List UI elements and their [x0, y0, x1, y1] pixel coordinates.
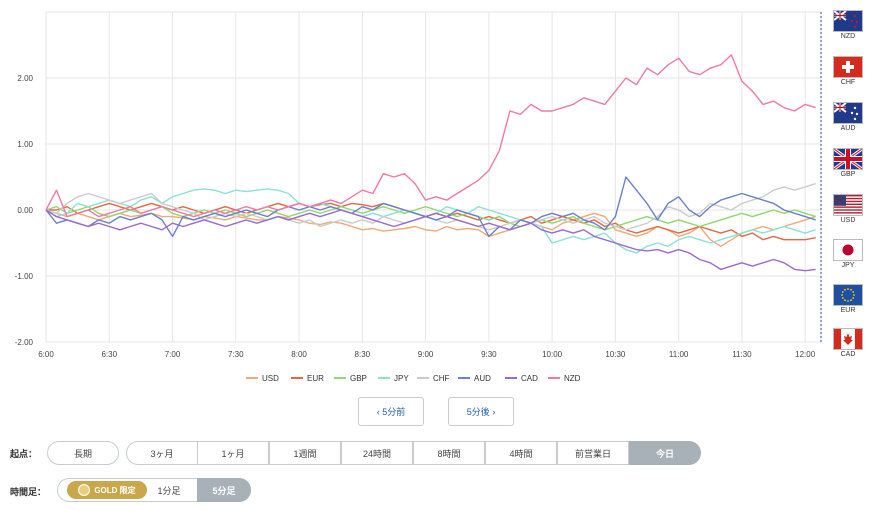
gold-limited-text: GOLD 限定: [94, 485, 136, 495]
x-tick-label: 9:00: [418, 350, 434, 359]
legend-item-nzd: NZD: [548, 374, 581, 383]
flag-code-label: JPY: [841, 262, 855, 269]
gold-coin-icon: [78, 484, 91, 496]
start-option-button[interactable]: 前営業日: [557, 441, 629, 465]
x-tick-label: 12:00: [795, 350, 816, 359]
nz-flag-icon: [828, 10, 868, 32]
flag-code-label: GBP: [840, 171, 856, 178]
x-tick-label: 7:30: [228, 350, 244, 359]
start-option-button[interactable]: 8時間: [413, 441, 485, 465]
legend-item-aud: AUD: [458, 374, 491, 383]
flag-gbp[interactable]: GBP: [828, 148, 868, 178]
timeframe-label: 時間足：: [10, 487, 47, 497]
start-option-button[interactable]: 1週間: [269, 441, 341, 465]
x-axis-labels: 6:00 6:30 7:00 7:30 8:00 8:30 9:00 9:30 10:00 10:…: [38, 350, 816, 359]
x-tick-label: 6:30: [101, 350, 117, 359]
gold-limited-badge: GOLD 限定: [67, 481, 147, 499]
legend-label: CHF: [433, 374, 450, 383]
legend-item-jpy: JPY: [378, 374, 409, 383]
us-flag-icon: [828, 194, 868, 216]
x-tick-label: 6:00: [38, 350, 54, 359]
series-line-gbp: [45, 205, 816, 231]
legend-label: JPY: [394, 374, 409, 383]
prev-5min-button[interactable]: ‹ 5分前: [358, 397, 424, 426]
timeframe-option-button[interactable]: 5分足: [197, 478, 251, 502]
flag-code-label: CHF: [840, 79, 856, 86]
x-tick-label: 11:00: [669, 350, 689, 359]
flag-code-label: CAD: [840, 351, 856, 358]
start-option-button[interactable]: 1ヶ月: [197, 441, 269, 465]
x-tick-label: 10:30: [605, 350, 626, 359]
series-lines: [45, 54, 816, 272]
flag-code-label: AUD: [840, 125, 856, 132]
jp-flag-icon: [828, 239, 868, 261]
series-line-nzd: [45, 54, 816, 218]
y-axis-labels: 2.00 1.00 0.00 -1.00 -2.00: [15, 74, 34, 347]
start-point-label: 起点：: [10, 449, 38, 459]
x-tick-label: 7:00: [165, 350, 181, 359]
start-option-button[interactable]: 4時間: [485, 441, 557, 465]
plot-frame: [45, 11, 822, 343]
ch-flag-icon: [828, 56, 868, 78]
chart-legend: USD EUR GBP JPY CHF AUD CAD NZD: [246, 374, 581, 383]
flag-code-label: USD: [840, 217, 856, 224]
flag-nzd[interactable]: NZD: [828, 10, 868, 40]
flag-cad[interactable]: CAD: [828, 328, 868, 358]
uk-flag-icon: [828, 148, 868, 170]
eu-flag-icon: [828, 284, 868, 306]
series-line-cad: [45, 209, 816, 272]
legend-label: AUD: [474, 374, 491, 383]
legend-item-cad: CAD: [505, 374, 538, 383]
y-tick-label: -1.00: [15, 272, 34, 281]
x-tick-label: 10:00: [542, 350, 563, 359]
legend-label: USD: [262, 374, 279, 383]
au-flag-icon: [828, 102, 868, 124]
flag-aud[interactable]: AUD: [828, 102, 868, 132]
legend-item-eur: EUR: [291, 374, 324, 383]
x-tick-label: 11:30: [732, 350, 752, 359]
y-tick-label: 0.00: [17, 206, 33, 215]
legend-label: NZD: [564, 374, 581, 383]
flag-eur[interactable]: EUR: [828, 284, 868, 314]
start-long-term-button[interactable]: 長期: [47, 441, 119, 465]
flag-code-label: EUR: [840, 307, 856, 314]
flag-chf[interactable]: CHF: [828, 56, 868, 86]
start-option-button[interactable]: 今日: [629, 441, 701, 465]
currency-strength-chart: 2.00 1.00 0.00 -1.00 -2.00 6:00 6:30 7:00 7:30 8…: [15, 11, 822, 383]
y-tick-label: -2.00: [15, 338, 34, 347]
series-line-aud: [45, 176, 816, 238]
legend-item-usd: USD: [246, 374, 279, 383]
chart-grid: [45, 11, 822, 343]
start-option-button[interactable]: 3ヶ月: [126, 441, 198, 465]
legend-item-gbp: GBP: [334, 374, 367, 383]
x-tick-label: 9:30: [481, 350, 497, 359]
legend-label: CAD: [521, 374, 538, 383]
y-tick-label: 2.00: [17, 74, 33, 83]
x-tick-label: 8:00: [291, 350, 307, 359]
flag-code-label: NZD: [840, 33, 856, 40]
legend-label: GBP: [350, 374, 367, 383]
start-option-button[interactable]: 24時間: [341, 441, 413, 465]
flag-jpy[interactable]: JPY: [828, 239, 868, 269]
flag-usd[interactable]: USD: [828, 194, 868, 224]
ca-flag-icon: [828, 328, 868, 350]
legend-label: EUR: [307, 374, 324, 383]
x-tick-label: 8:30: [355, 350, 371, 359]
legend-item-chf: CHF: [417, 374, 450, 383]
next-5min-button[interactable]: 5分後 ›: [448, 397, 514, 426]
timeframe-option-button[interactable]: 1分足: [157, 485, 181, 496]
series-line-usd: [45, 209, 816, 248]
y-tick-label: 1.00: [17, 140, 33, 149]
